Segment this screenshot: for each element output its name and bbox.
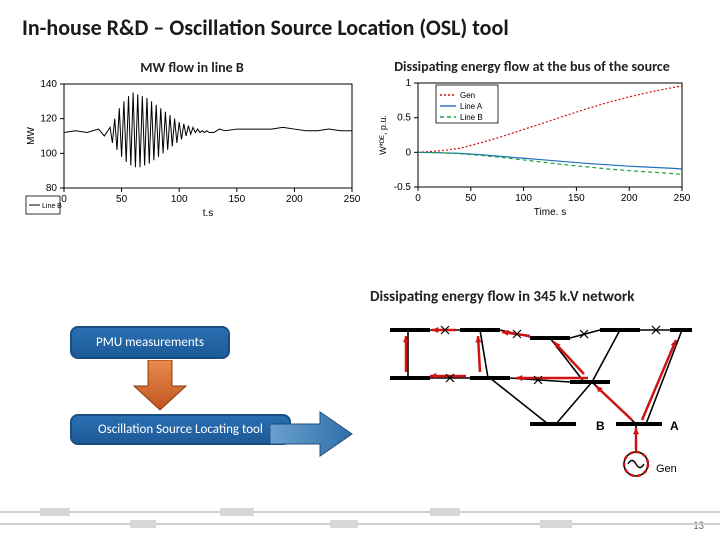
svg-text:Gen: Gen xyxy=(460,91,475,100)
svg-text:A: A xyxy=(670,419,679,433)
svg-text:100: 100 xyxy=(40,148,57,159)
svg-text:0.5: 0.5 xyxy=(397,113,411,124)
network-svg: B A Gen xyxy=(370,312,700,502)
chart-right-caption: Dissipating energy flow at the bus of th… xyxy=(372,59,692,75)
pmu-block: PMU measurements xyxy=(70,326,230,359)
svg-text:150: 150 xyxy=(568,193,585,204)
svg-text:MW: MW xyxy=(26,127,37,145)
svg-text:-0.5: -0.5 xyxy=(394,182,412,193)
page-title: In-house R&D – Oscillation Source Locati… xyxy=(22,14,698,41)
svg-text:W*ᴰᴱ, p.u.: W*ᴰᴱ, p.u. xyxy=(378,115,388,155)
network-caption: Dissipating energy flow in 345 k.V netwo… xyxy=(370,288,634,306)
svg-text:100: 100 xyxy=(171,194,188,205)
svg-text:120: 120 xyxy=(40,114,57,125)
chart-left-caption: MW flow in line B xyxy=(22,59,362,76)
svg-text:1: 1 xyxy=(405,78,411,89)
svg-text:200: 200 xyxy=(286,194,303,205)
svg-text:150: 150 xyxy=(228,194,245,205)
svg-text:200: 200 xyxy=(621,193,638,204)
chart-left: MW flow in line B 0 50 100 150 200 250 80 100 12… xyxy=(22,59,362,216)
svg-text:50: 50 xyxy=(465,193,477,204)
svg-text:Gen: Gen xyxy=(656,463,677,475)
svg-text:0: 0 xyxy=(405,147,411,158)
svg-text:140: 140 xyxy=(40,79,57,90)
arrow-down-icon xyxy=(130,360,190,412)
page-number: 13 xyxy=(693,519,704,532)
chart-left-svg: 0 50 100 150 200 250 80 100 120 140 t,s MW Line B xyxy=(22,76,362,216)
svg-text:0: 0 xyxy=(61,194,67,205)
svg-text:250: 250 xyxy=(674,193,691,204)
chart-right-svg: 050100150200250-0.500.51Time, sW*ᴰᴱ, p.u… xyxy=(372,75,692,215)
svg-text:Line B: Line B xyxy=(42,203,62,210)
svg-text:100: 100 xyxy=(515,193,532,204)
chart-right: Dissipating energy flow at the bus of th… xyxy=(372,59,692,215)
svg-text:80: 80 xyxy=(46,183,58,194)
svg-text:t,s: t,s xyxy=(203,208,214,216)
arrow-right-icon xyxy=(270,410,356,458)
svg-text:250: 250 xyxy=(344,194,361,205)
svg-text:Time, s: Time, s xyxy=(534,207,566,215)
svg-text:0: 0 xyxy=(415,193,421,204)
svg-text:Line A: Line A xyxy=(460,102,483,111)
osl-block: Oscillation Source Locating tool xyxy=(70,414,291,445)
svg-text:50: 50 xyxy=(116,194,128,205)
svg-text:B: B xyxy=(596,419,605,433)
svg-text:Line B: Line B xyxy=(460,113,483,122)
